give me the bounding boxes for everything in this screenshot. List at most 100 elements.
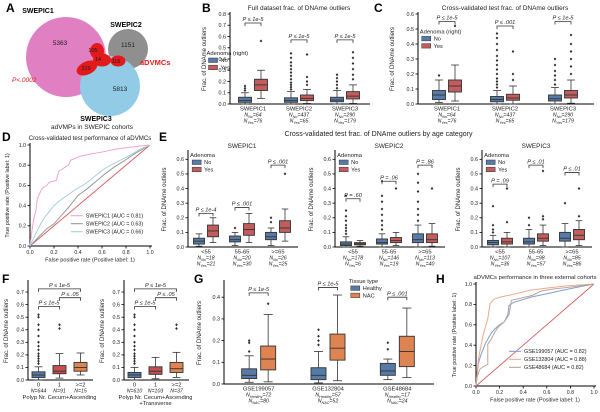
panel-label-e: E [159, 130, 168, 144]
svg-text:NNo=18: NNo=18 [197, 256, 214, 262]
svg-text:0.2: 0.2 [213, 338, 221, 344]
svg-text:0.8: 0.8 [122, 250, 129, 256]
svg-text:NYes=86: NYes=86 [563, 262, 582, 268]
svg-text:N=103: N=103 [148, 389, 164, 395]
svg-text:0.0: 0.0 [213, 382, 221, 388]
svg-text:0.6: 0.6 [465, 323, 472, 329]
venn-count-overlap-23: 116 [112, 59, 121, 65]
svg-text:True positive rate (Positive l: True positive rate (Positive label: 1) [5, 153, 11, 237]
svg-text:SWEPIC3: SWEPIC3 [332, 107, 358, 113]
svg-text:0.4: 0.4 [177, 186, 185, 192]
svg-text:Frac. of DNAme outliers: Frac. of DNAme outliers [309, 167, 315, 231]
svg-text:NYes=6: NYes=6 [345, 262, 361, 268]
svg-text:0.6: 0.6 [543, 390, 550, 396]
svg-text:>=2: >=2 [172, 383, 182, 389]
svg-text:0.0: 0.0 [19, 244, 26, 250]
svg-text:0.1: 0.1 [213, 360, 221, 366]
svg-text:NNAC=24: NNAC=24 [387, 399, 408, 405]
svg-text:Yes: Yes [204, 167, 213, 173]
svg-text:Frac. of DNAme outliers: Frac. of DNAme outliers [4, 299, 10, 363]
svg-text:0.0: 0.0 [17, 378, 25, 384]
svg-text:0.8: 0.8 [219, 12, 227, 18]
venn-count-overlap-center: 14 [95, 57, 101, 63]
svg-text:Tissue type: Tissue type [349, 279, 378, 285]
svg-text:NNo=113: NNo=113 [415, 256, 435, 262]
svg-text:Frac. of DNAme outliers: Frac. of DNAme outliers [390, 27, 396, 91]
svg-text:0.2: 0.2 [496, 390, 503, 396]
svg-text:Cross-validated test performan: Cross-validated test performance of aDVM… [29, 135, 152, 142]
svg-text:NNo=290: NNo=290 [335, 113, 355, 119]
svg-text:SWEPIC1: SWEPIC1 [434, 107, 460, 113]
svg-text:Adenoma: Adenoma [484, 153, 510, 159]
svg-text:NYes=30: NYes=30 [233, 262, 252, 268]
svg-text:0.0: 0.0 [219, 102, 227, 108]
svg-text:0: 0 [37, 383, 40, 389]
svg-text:P ≤ 1e-5: P ≤ 1e-5 [49, 283, 71, 289]
svg-text:55-65: 55-65 [529, 250, 544, 256]
boxplot-age-swepic2: 0.0 0.1 0.2 0.3 0.4 0.5 0.6 SWEPIC2 Frac. of DNA… [309, 143, 445, 268]
svg-text:P ≤ 1e-5: P ≤ 1e-5 [335, 34, 357, 40]
svg-text:P ≤ 1e-5: P ≤ 1e-5 [39, 301, 61, 307]
svg-text:0.4: 0.4 [471, 186, 479, 192]
panel-label-d: D [2, 130, 11, 144]
svg-text:0.4: 0.4 [113, 328, 121, 334]
svg-text:P ≤ .01: P ≤ .01 [563, 167, 580, 173]
svg-text:0.7: 0.7 [219, 23, 227, 29]
svg-text:0.2: 0.2 [324, 216, 332, 222]
svg-text:NYes=76: NYes=76 [438, 119, 457, 125]
venn-count-swepic1: 5363 [53, 40, 68, 47]
svg-text:Adenoma (right): Adenoma (right) [207, 51, 249, 57]
svg-text:N=91: N=91 [53, 389, 66, 395]
svg-text:0.6: 0.6 [113, 302, 121, 308]
svg-text:SWEPIC2 (AUC = 0.63): SWEPIC2 (AUC = 0.63) [86, 222, 144, 228]
svg-text:No: No [204, 160, 211, 166]
svg-text:0.4: 0.4 [219, 57, 227, 63]
svg-text:N=37: N=37 [170, 389, 184, 395]
svg-text:Adenoma (right): Adenoma (right) [420, 29, 462, 35]
svg-text:0.1: 0.1 [471, 230, 479, 236]
boxplot-polyp-cecum-ascending: 0.0 0.1 0.2 0.3 0.4 0.5 0.6 0.7 Frac. of DNAme o… [4, 280, 96, 401]
svg-text:1.0: 1.0 [19, 143, 26, 149]
svg-text:NYes=179: NYes=179 [334, 119, 356, 125]
svg-text:GSE48684: GSE48684 [383, 387, 412, 393]
svg-text:False positive rate (Positive: False positive rate (Positive label: 1) [45, 258, 135, 264]
svg-text:NNo=64: NNo=64 [244, 113, 261, 119]
svg-text:<55: <55 [201, 250, 211, 256]
svg-text:0.2: 0.2 [17, 353, 25, 359]
svg-text:0.7: 0.7 [17, 290, 25, 296]
svg-text:0.3: 0.3 [113, 340, 121, 346]
svg-text:0.1: 0.1 [324, 230, 332, 236]
venn-caption: adVMPs in SWEPIC cohorts [51, 124, 134, 130]
svg-text:0.3: 0.3 [471, 201, 479, 207]
svg-text:P ≤ 1e-5: P ≤ 1e-5 [243, 17, 265, 23]
svg-text:Yes: Yes [351, 167, 360, 173]
svg-text:P ≤ .05: P ≤ .05 [61, 292, 79, 298]
svg-text:+Transverse: +Transverse [139, 401, 171, 407]
svg-text:NYes=25: NYes=25 [269, 262, 288, 268]
svg-text:0.2: 0.2 [219, 79, 227, 85]
svg-text:SWEPIC3: SWEPIC3 [522, 143, 551, 150]
svg-text:55-65: 55-65 [235, 250, 250, 256]
svg-text:0.2: 0.2 [177, 216, 185, 222]
svg-text:0.1: 0.1 [17, 365, 25, 371]
svg-text:0.6: 0.6 [471, 157, 479, 163]
boxplot-age-swepic3: 0.0 0.1 0.2 0.3 0.4 0.5 0.6 SWEPIC3 Frac. of DNA… [456, 143, 592, 268]
svg-text:NYes=179: NYes=179 [552, 119, 574, 125]
svg-text:NYes=57: NYes=57 [527, 262, 547, 268]
svg-text:0.5: 0.5 [471, 172, 479, 178]
svg-text:No: No [498, 160, 505, 166]
svg-text:0.5: 0.5 [177, 172, 185, 178]
svg-text:0.6: 0.6 [324, 157, 332, 163]
svg-text:SWEPIC2: SWEPIC2 [492, 107, 518, 113]
svg-text:0.4: 0.4 [17, 328, 25, 334]
svg-text:NNo=26: NNo=26 [269, 256, 286, 262]
svg-text:NYes=65: NYes=65 [496, 119, 515, 125]
svg-text:0.0: 0.0 [113, 378, 121, 384]
svg-text:P = .86: P = .86 [416, 159, 435, 165]
svg-text:GSE199057 (AUC = 0.82): GSE199057 (AUC = 0.82) [524, 349, 587, 355]
svg-text:0.2: 0.2 [471, 216, 479, 222]
panel-e-suptitle: Cross-validated test frac. of DNAme outl… [284, 131, 473, 138]
advmcs-callout-label: aDVMCs [140, 58, 170, 67]
svg-text:N=15: N=15 [74, 389, 87, 395]
svg-text:P ≤ 1e-5: P ≤ 1e-5 [318, 282, 340, 288]
